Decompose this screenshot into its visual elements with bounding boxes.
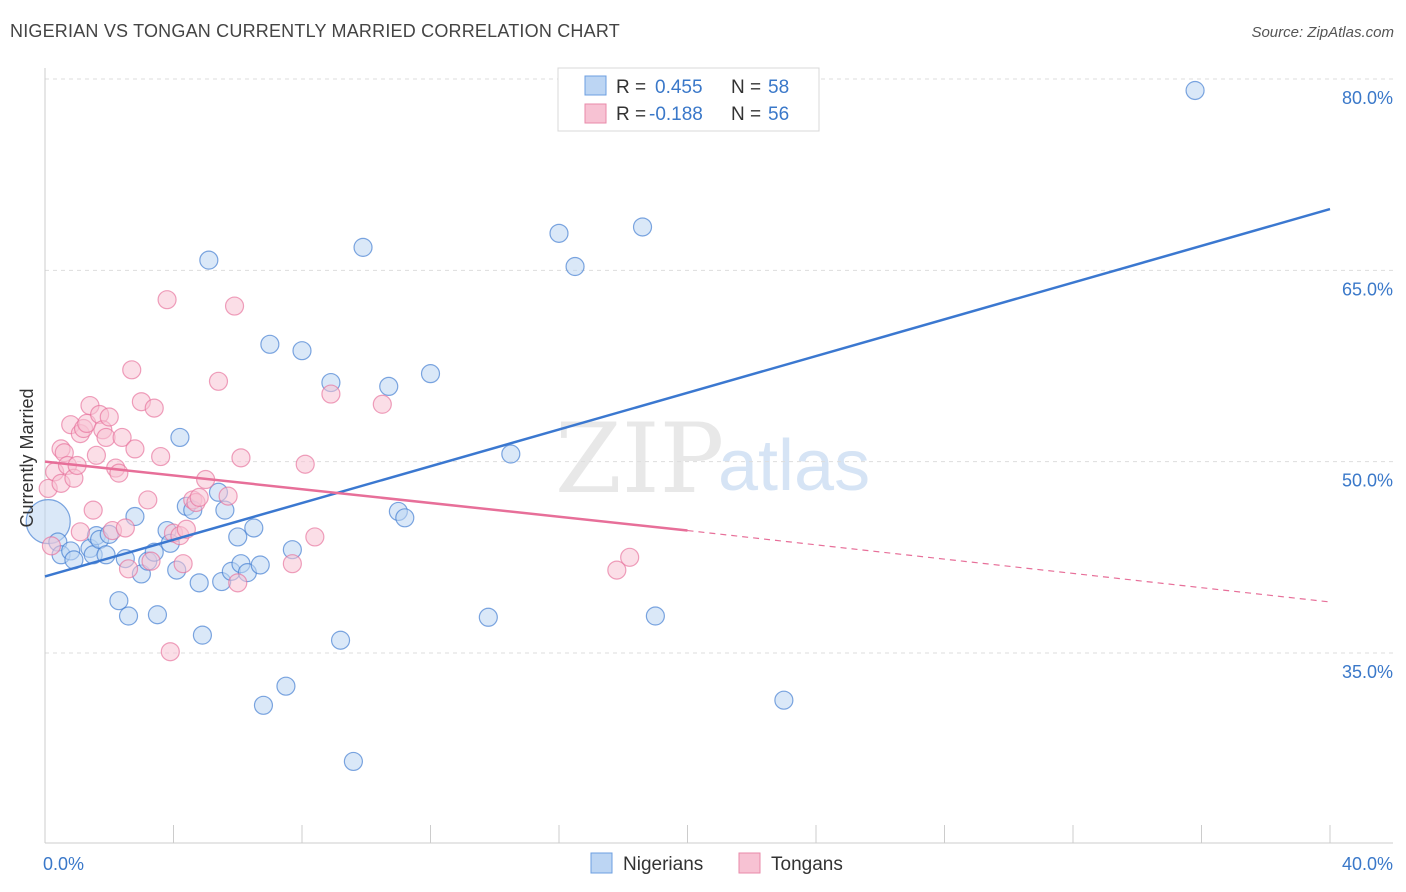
bottom-legend-swatch-nigerians [590,852,613,874]
nigerian-point [379,376,399,397]
legend-n-label-2: N = [731,104,761,125]
watermark-zip: ZIP [555,403,724,515]
axes: 35.0% 50.0% 65.0% 80.0% [44,68,1393,844]
tongan-point [83,500,103,520]
x-tick-label-max: 40.0% [1342,854,1393,874]
chart-title: NIGERIAN VS TONGAN CURRENTLY MARRIED COR… [10,21,620,41]
tongan-point [295,454,315,474]
tongan-point [144,398,164,418]
nigerian-point [118,606,139,626]
nigerian-point [147,605,168,625]
tongan-trend-line [44,460,688,532]
nigerian-point [478,607,498,627]
tongan-point [372,394,392,414]
nigerian-point [343,751,363,772]
tongan-point [141,551,161,571]
tongan-point [41,536,62,556]
legend-swatch-nigerians [584,75,607,96]
nigerian-point [395,508,415,528]
y-axis-title: Currently Married [17,388,37,527]
y-tick-label: 50.0% [1342,471,1393,491]
y-tick-label: 35.0% [1342,662,1393,682]
nigerian-point [501,444,521,464]
nigerian-point [632,217,653,237]
legend-n-value-2: 56 [768,104,789,125]
nigerian-trend-line [44,207,1331,578]
legend-r-label-1: R = [616,77,646,98]
chart-source: Source: ZipAtlas.com [1251,24,1394,41]
x-tick-label-min: 0.0% [43,854,84,874]
tongan-point [231,448,251,468]
legend-swatch-tongans [584,103,607,124]
nigerian-point [330,630,351,650]
tongan-point [228,573,248,593]
nigerian-point [549,223,569,243]
nigerian-point [250,555,270,575]
bottom-legend-label-tongans: Tongans [771,854,843,875]
legend-r-label-2: R = [616,104,646,125]
tongan-point [99,407,119,427]
nigerian-point [199,250,219,270]
tongan-point [321,384,341,404]
y-tick-label: 80.0% [1342,88,1393,108]
tongan-point [305,527,325,547]
y-tick-label: 65.0% [1342,279,1393,299]
series-legend: Nigerians Tongans [590,852,843,875]
tongan-trend-line-extension [687,529,1331,603]
tongan-point [282,554,302,574]
nigerian-point [645,606,665,626]
nigerian-point [109,591,129,611]
legend-r-value-1: 0.455 [655,77,703,98]
tongan-point [157,290,177,310]
tongan-point [122,360,142,380]
nigerian-point [353,237,373,257]
legend-n-value-1: 58 [768,77,789,98]
tongan-point [208,371,229,391]
nigerian-point [774,690,794,710]
legend-r-value-2: -0.188 [649,104,703,125]
tongan-point [118,559,139,579]
tongan-point [86,445,107,465]
tongan-point [620,547,640,567]
nigerian-point [292,341,312,361]
watermark-atlas: atlas [718,426,870,506]
nigerian-point [244,518,264,538]
tongan-point [112,427,132,448]
nigerian-point [192,625,213,645]
tongan-point [70,522,90,542]
nigerian-point [260,334,280,354]
tongan-point [160,642,180,662]
tongan-point [115,518,135,538]
gridlines [45,78,1393,654]
nigerian-point [170,427,190,448]
bottom-legend-swatch-tongans [738,852,761,874]
tongan-point [173,554,193,574]
nigerian-point [420,364,441,384]
watermark: ZIP atlas [555,403,870,515]
tongan-point [138,490,158,510]
tongan-point [96,427,116,448]
nigerian-point [565,256,585,277]
tongan-point [125,439,145,459]
tongan-point [189,487,209,507]
nigerian-point [228,527,248,547]
nigerian-point [189,573,209,593]
tongan-point [109,463,129,483]
bottom-legend-label-nigerians: Nigerians [623,854,703,875]
stats-legend: R = 0.455 N = 58 R = -0.188 N = 56 [557,67,820,132]
tongan-point [224,296,245,316]
tongan-point [607,560,627,580]
nigerian-point [253,695,274,715]
nigerian-point [1185,80,1205,101]
tongan-point [151,446,171,467]
trend-lines [44,207,1331,603]
legend-n-label-1: N = [731,77,761,98]
nigerian-point [276,676,296,696]
tongan-point [218,486,238,506]
